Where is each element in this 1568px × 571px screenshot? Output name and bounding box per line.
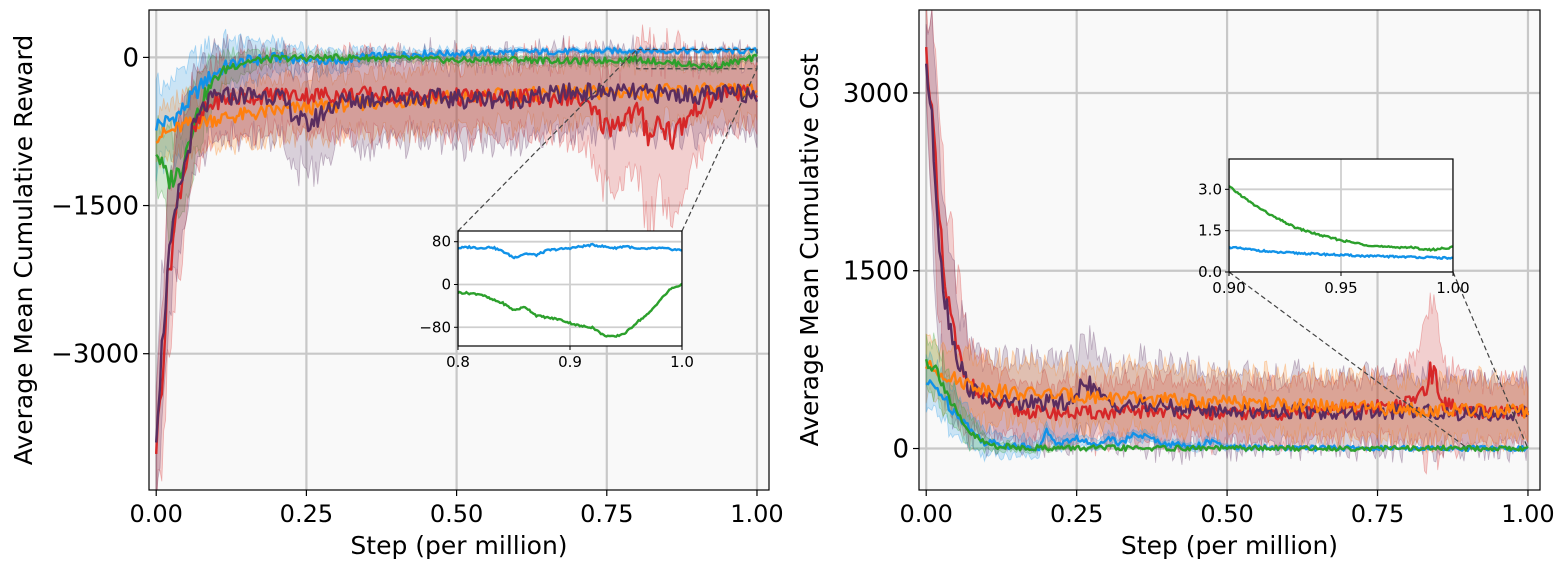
series-lines	[925, 47, 1530, 453]
x-tick-label: 1.00	[730, 500, 783, 528]
y-axis-label: Average Mean Cumulative Reward	[9, 35, 38, 465]
series-band-2	[155, 45, 758, 170]
inset-series-line-2	[458, 282, 682, 338]
y-tick-label: 3000	[843, 79, 909, 109]
inset-y-tick-label: 0	[441, 275, 451, 293]
series-line-1	[155, 46, 759, 131]
x-tick-label: 0.00	[900, 500, 953, 528]
series-band-2	[925, 10, 1529, 465]
inset-y-tick-label: 80	[432, 233, 451, 251]
inset-x-tick-label: 1.0	[670, 353, 694, 371]
zoom-connector	[681, 68, 758, 232]
x-axis-label: Step (per million)	[350, 531, 567, 560]
zoom-connector	[1228, 271, 1469, 450]
series-band-5	[155, 33, 758, 490]
inset-series-line-1	[1229, 185, 1453, 252]
plot-area	[925, 10, 1530, 475]
y-tick-label: 0	[892, 435, 909, 465]
x-tick-label: 0.50	[1200, 500, 1253, 528]
series-line-2	[925, 63, 1530, 422]
x-tick-label: 1.00	[1501, 500, 1554, 528]
series-lines	[155, 46, 759, 454]
x-tick-label: 0.00	[129, 500, 182, 528]
inset-x-tick-label: 0.95	[1324, 279, 1357, 297]
series-band-3	[925, 333, 1529, 454]
x-axis-label: Step (per million)	[1121, 531, 1338, 560]
inset-y-tick-label: 1.5	[1198, 222, 1222, 240]
series-line-5	[155, 82, 759, 443]
inset-series-lines	[1229, 185, 1453, 260]
inset-y-tick-label: 3.0	[1198, 180, 1222, 198]
series-line-4	[155, 84, 758, 454]
inset-y-tick-label: 0.0	[1198, 263, 1222, 281]
series-line-5	[925, 358, 1529, 453]
y-tick-label: 1500	[843, 257, 909, 287]
inset-2: 0.90 0.95 1.00 0.0 1.5 3.0	[1198, 158, 1529, 450]
confidence-bands	[925, 10, 1529, 475]
y-axis-label: Average Mean Cumulative Cost	[795, 53, 824, 446]
zoom-connector	[457, 49, 638, 232]
x-tick-label: 0.25	[280, 500, 333, 528]
y-tick-label: 0	[122, 43, 139, 73]
series-band-4	[155, 24, 758, 490]
series-line-3	[925, 359, 1530, 419]
panel-2: 0.00 0.25 0.50 0.75 1.00 0 1500 3000 Step (per m…	[795, 9, 1555, 560]
series-line-3	[155, 53, 758, 190]
inset-1: 0.8 0.9 1.0 80 0 −80	[419, 48, 758, 371]
zoom-region	[636, 48, 758, 70]
x-tick-label: 0.75	[580, 500, 633, 528]
plot-frame	[918, 9, 1541, 491]
y-tick-label: −3000	[51, 340, 139, 370]
inset-series-line-1	[458, 242, 682, 260]
inset-x-tick-label: 1.00	[1436, 279, 1469, 297]
x-tick-label: 0.25	[1050, 500, 1103, 528]
inset-x-tick-label: 0.90	[1212, 279, 1245, 297]
inset-y-tick-label: −80	[419, 318, 451, 336]
inset-series-lines	[458, 242, 682, 338]
x-tick-label: 0.50	[430, 500, 483, 528]
inset-x-tick-label: 0.9	[558, 353, 582, 371]
x-tick-label: 0.75	[1351, 500, 1404, 528]
y-tick-label: −1500	[51, 192, 139, 222]
inset-x-tick-label: 0.8	[446, 353, 470, 371]
plot-area	[155, 24, 759, 490]
plot-frame	[148, 9, 770, 491]
inset-series-line-2	[1229, 245, 1453, 260]
